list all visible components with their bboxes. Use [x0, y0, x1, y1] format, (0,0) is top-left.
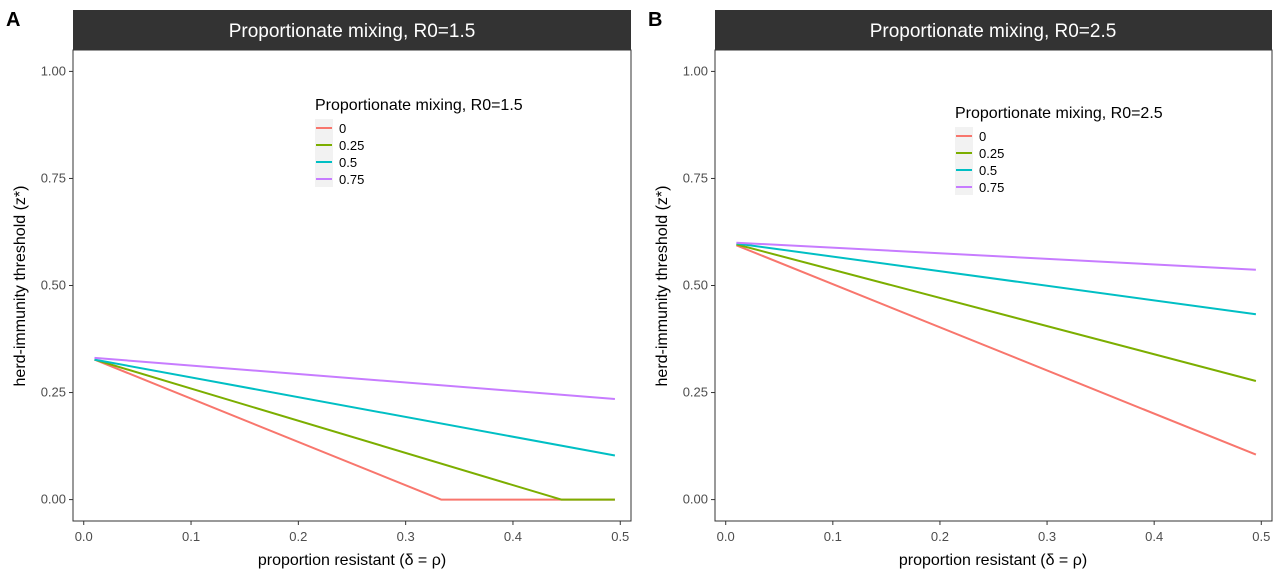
x-tick-label: 0.1: [182, 529, 200, 544]
panel-b-y-axis: 0.00 0.25 0.50 0.75 1.00: [683, 63, 715, 507]
legend-label: 0: [979, 129, 986, 144]
legend-label: 0.75: [339, 172, 364, 187]
y-tick-label: 0.50: [683, 278, 708, 293]
panel-b-ylabel: herd-immunity threshold (z*): [654, 186, 671, 387]
y-tick-label: 1.00: [683, 63, 708, 78]
y-tick-label: 0.25: [683, 385, 708, 400]
series-line-0_25: [94, 358, 615, 501]
panel-a-xlabel: proportion resistant (δ = ρ): [258, 552, 446, 569]
series-line-0_5: [94, 358, 616, 457]
panel-a-strip-title: Proportionate mixing, R0=1.5: [229, 21, 476, 42]
x-tick-label: 0.2: [289, 529, 307, 544]
panel-a-letter: A: [6, 9, 20, 31]
panel-a-y-axis: 0.00 0.25 0.50 0.75 1.00: [41, 63, 73, 507]
y-tick-label: 0.75: [683, 170, 708, 185]
panel-b-legend-title: Proportionate mixing, R0=2.5: [955, 105, 1163, 122]
panel-a-series: [94, 356, 616, 501]
panel-a-legend-items: 0 0.25 0.5 0.75: [315, 119, 364, 187]
series-line-0_75: [94, 356, 615, 400]
legend-label: 0.25: [339, 138, 364, 153]
panel-a-ylabel: herd-immunity threshold (z*): [12, 186, 29, 387]
x-tick-label: 0.5: [611, 529, 629, 544]
y-tick-label: 0.50: [41, 278, 66, 293]
panel-b-series: [736, 241, 1257, 456]
legend-label: 0: [339, 121, 346, 136]
panel-b-strip: [715, 10, 1272, 50]
panel-b: B Proportionate mixing, R0=2.5 0.000.250…: [648, 9, 1273, 569]
x-tick-label: 0.4: [1145, 529, 1163, 544]
legend-label: 0.5: [339, 155, 357, 170]
series-line-0_5: [736, 242, 1257, 316]
series-line-0_25: [736, 243, 1257, 382]
y-tick-label: 0.00: [41, 492, 66, 507]
series-line-0: [94, 358, 615, 501]
x-tick-label: 0.3: [1038, 529, 1056, 544]
panel-a-strip: [73, 10, 631, 50]
panel-b-plot-border: [714, 49, 1273, 522]
panel-b-x-axis: 0.0 0.1 0.2 0.3 0.4 0.5: [717, 521, 1270, 544]
series-line-0: [736, 244, 1257, 456]
x-tick-label: 0.0: [717, 529, 735, 544]
panel-b-letter: B: [648, 9, 662, 31]
panel-a-x-axis: 0.0 0.1 0.2 0.3 0.4 0.5: [75, 521, 629, 544]
legend-label: 0.75: [979, 180, 1004, 195]
x-tick-label: 0.1: [824, 529, 842, 544]
panel-b-legend: Proportionate mixing, R0=2.5 0 0.25 0.5 0.7…: [955, 105, 1163, 195]
x-tick-label: 0.0: [75, 529, 93, 544]
panel-a-plot-border: [72, 49, 632, 522]
x-tick-label: 0.5: [1252, 529, 1270, 544]
series-line-0_75: [736, 241, 1256, 271]
y-tick-label: 1.00: [41, 63, 66, 78]
panel-b-strip-title: Proportionate mixing, R0=2.5: [870, 21, 1117, 42]
panel-b-xlabel: proportion resistant (δ = ρ): [899, 552, 1087, 569]
panel-a-legend-title: Proportionate mixing, R0=1.5: [315, 97, 523, 114]
x-tick-label: 0.4: [504, 529, 522, 544]
y-tick-label: 0.75: [41, 170, 66, 185]
panel-a: A Proportionate mixing, R0=1.5 0.000.250…: [6, 9, 632, 569]
panel-a-legend: Proportionate mixing, R0=1.5 0 0.25 0.5 0.7…: [315, 97, 523, 187]
x-tick-label: 0.2: [931, 529, 949, 544]
legend-label: 0.5: [979, 163, 997, 178]
y-tick-label: 0.25: [41, 385, 66, 400]
y-tick-label: 0.00: [683, 492, 708, 507]
legend-label: 0.25: [979, 146, 1004, 161]
x-tick-label: 0.3: [397, 529, 415, 544]
panel-b-legend-items: 0 0.25 0.5 0.75: [955, 127, 1004, 195]
